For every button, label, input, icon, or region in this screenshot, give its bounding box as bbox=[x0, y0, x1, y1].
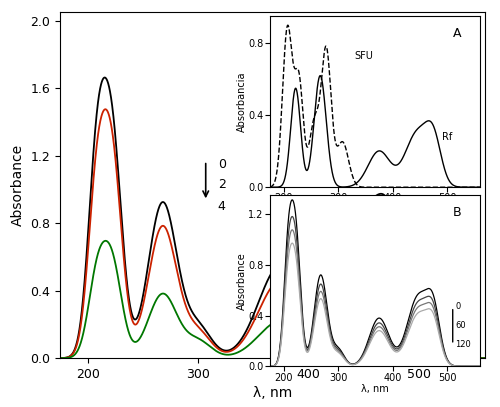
Text: A: A bbox=[452, 27, 461, 40]
Text: 0: 0 bbox=[218, 158, 226, 171]
X-axis label: λ, nm: λ, nm bbox=[361, 384, 389, 394]
Text: 60: 60 bbox=[456, 321, 466, 330]
Text: 4: 4 bbox=[218, 200, 226, 213]
Y-axis label: Absorbance: Absorbance bbox=[10, 144, 24, 226]
Text: 0: 0 bbox=[456, 302, 460, 311]
Text: 2: 2 bbox=[218, 178, 226, 191]
Text: SFU: SFU bbox=[354, 51, 374, 61]
Text: Rf: Rf bbox=[442, 132, 452, 142]
Text: B: B bbox=[452, 206, 462, 219]
Y-axis label: Absorbancia: Absorbancia bbox=[237, 72, 247, 132]
X-axis label: λ, nm: λ, nm bbox=[361, 205, 389, 215]
X-axis label: λ, nm: λ, nm bbox=[253, 386, 292, 400]
Y-axis label: Absorbance: Absorbance bbox=[237, 252, 247, 310]
Text: 120: 120 bbox=[456, 340, 471, 349]
